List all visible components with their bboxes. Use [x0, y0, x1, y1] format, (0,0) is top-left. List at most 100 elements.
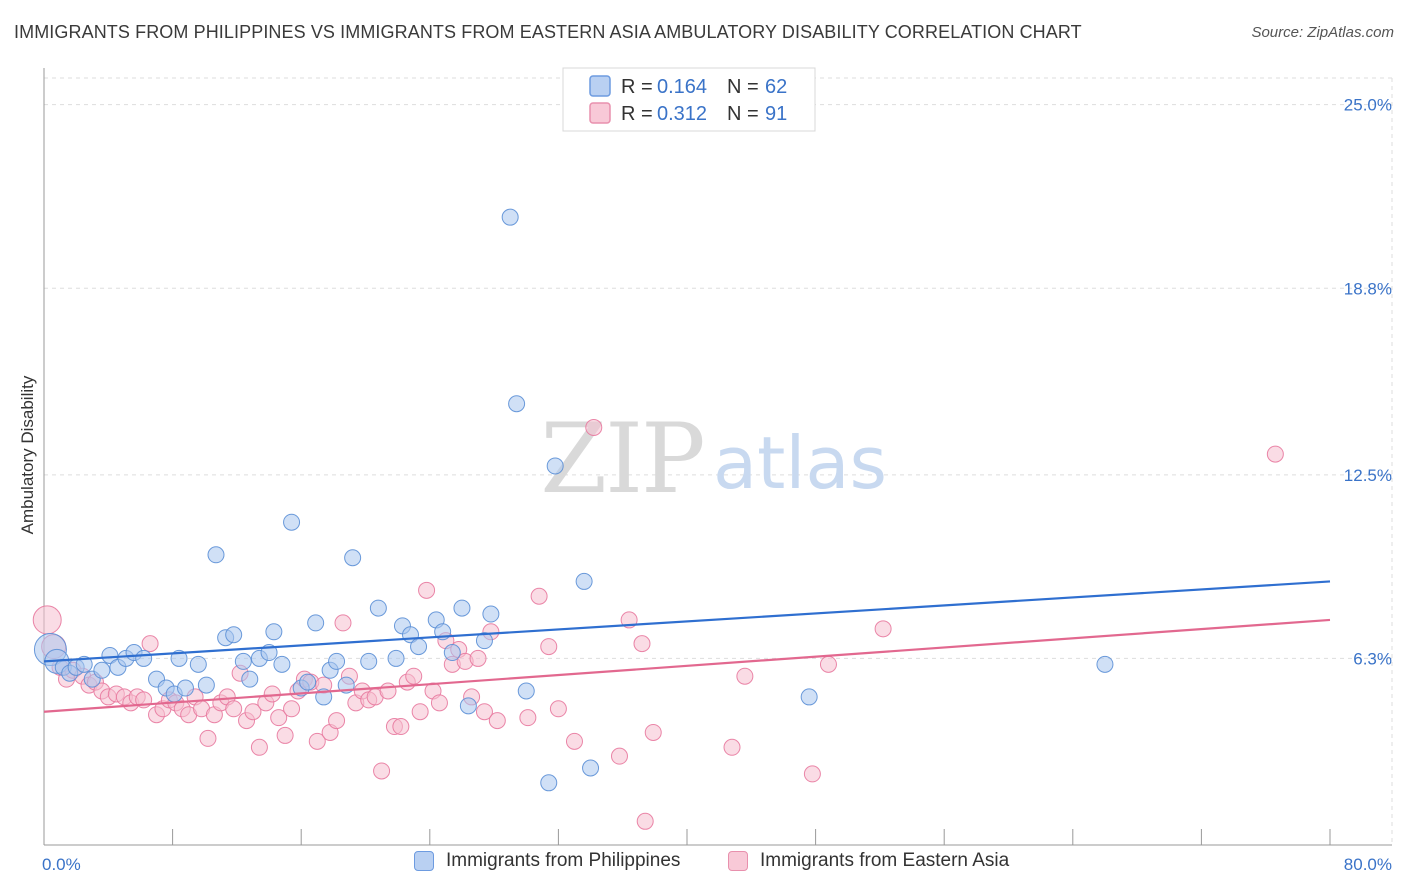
philippines-point [101, 646, 119, 664]
philippines-point [517, 682, 535, 700]
philippines-point [234, 652, 252, 670]
eastern-asia-point [411, 703, 429, 721]
eastern-asia-point [874, 620, 892, 638]
eastern-asia-point [475, 703, 493, 721]
watermark-atlas: atlas [713, 421, 887, 505]
x-tick-label-min: 0.0% [42, 855, 81, 874]
philippines-point [387, 649, 405, 667]
legend-item-philippines[interactable]: Immigrants from Philippines [414, 850, 680, 872]
eastern-asia-point [736, 667, 754, 685]
eastern-asia-point [469, 649, 487, 667]
philippines-point [189, 655, 207, 673]
y-tick-label: 25.0% [1344, 96, 1392, 115]
legend-n-label: N = [727, 103, 759, 125]
legend-n-value: 62 [765, 76, 787, 98]
philippines-point [459, 697, 477, 715]
philippines-point [546, 457, 564, 475]
eastern-asia-point [530, 587, 548, 605]
philippines-point [453, 599, 471, 617]
philippines-point [93, 661, 111, 679]
eastern-asia-point [418, 581, 436, 599]
legend-r-value: 0.312 [657, 103, 707, 125]
eastern-asia-point [250, 738, 268, 756]
philippines-point [283, 513, 301, 531]
bottom-legend: Immigrants from Philippines Immigrants f… [0, 850, 1406, 878]
eastern-asia-point [633, 635, 651, 653]
eastern-asia-point [392, 718, 410, 736]
legend-stats-box: R = 0.164 N = 62 R = 0.312 N = 91 [562, 67, 816, 132]
trend-lines [43, 580, 1331, 713]
philippines-trend-line [43, 580, 1331, 663]
source-label: Source: ZipAtlas.com [1251, 24, 1394, 41]
philippines-point [582, 759, 600, 777]
eastern-asia-point [308, 732, 326, 750]
eastern-asia-point [32, 605, 62, 635]
philippines-point [575, 572, 593, 590]
eastern-asia-point [549, 700, 567, 718]
eastern-asia-point [803, 765, 821, 783]
eastern-asia-point [405, 667, 423, 685]
philippines-point [410, 638, 428, 656]
x-tick-label-max: 80.0% [1344, 855, 1392, 874]
eastern-asia-point [328, 712, 346, 730]
eastern-asia-point [276, 726, 294, 744]
y-tick-label: 12.5% [1344, 466, 1392, 485]
philippines-point [170, 649, 188, 667]
eastern-asia-point [644, 723, 662, 741]
watermark-zip: ZIP [540, 403, 703, 515]
series-philippines-points [33, 208, 1114, 792]
eastern-asia-point [1266, 445, 1284, 463]
philippines-point [344, 549, 362, 567]
eastern-asia-point [565, 732, 583, 750]
eastern-asia-point [540, 638, 558, 656]
y-tick-label: 6.3% [1353, 649, 1392, 668]
philippines-point [1096, 655, 1114, 673]
eastern-asia-point [610, 747, 628, 765]
watermark: ZIP atlas [540, 403, 887, 515]
philippines-point [540, 774, 558, 792]
legend-label-eastern-asia: Immigrants from Eastern Asia [760, 850, 1010, 871]
eastern-asia-point [723, 738, 741, 756]
philippines-point [135, 649, 153, 667]
philippines-point [176, 679, 194, 697]
legend-r-label: R = [621, 76, 653, 98]
philippines-point [360, 652, 378, 670]
eastern-asia-point [373, 762, 391, 780]
y-tick-label: 18.8% [1344, 279, 1392, 298]
philippines-point [207, 546, 225, 564]
legend-stats-swatch-eastern-asia [589, 102, 611, 124]
legend-swatch-eastern-asia [728, 851, 748, 871]
philippines-point [75, 655, 93, 673]
philippines-point [265, 623, 283, 641]
eastern-asia-point [334, 614, 352, 632]
philippines-point [800, 688, 818, 706]
eastern-asia-point [585, 418, 603, 436]
philippines-point [273, 655, 291, 673]
legend-n-value: 91 [765, 103, 787, 125]
legend-item-eastern-asia[interactable]: Immigrants from Eastern Asia [728, 850, 1009, 872]
eastern-asia-trend-line [43, 618, 1331, 713]
legend-swatch-philippines [414, 851, 434, 871]
philippines-point [508, 395, 526, 413]
philippines-point [299, 673, 317, 691]
legend-n-label: N = [727, 76, 759, 98]
eastern-asia-point [244, 703, 262, 721]
philippines-point [197, 676, 215, 694]
eastern-asia-point [141, 635, 159, 653]
philippines-point [328, 652, 346, 670]
philippines-point [241, 670, 259, 688]
eastern-asia-point [283, 700, 301, 718]
legend-r-label: R = [621, 103, 653, 125]
legend-label-philippines: Immigrants from Philippines [446, 850, 681, 871]
axis-layer [43, 68, 1392, 846]
philippines-point [501, 208, 519, 226]
eastern-asia-point [519, 709, 537, 727]
philippines-point [307, 614, 325, 632]
philippines-point [225, 626, 243, 644]
philippines-point [475, 632, 493, 650]
philippines-point [369, 599, 387, 617]
eastern-asia-point [199, 729, 217, 747]
eastern-asia-point [430, 694, 448, 712]
eastern-asia-point [636, 812, 654, 830]
